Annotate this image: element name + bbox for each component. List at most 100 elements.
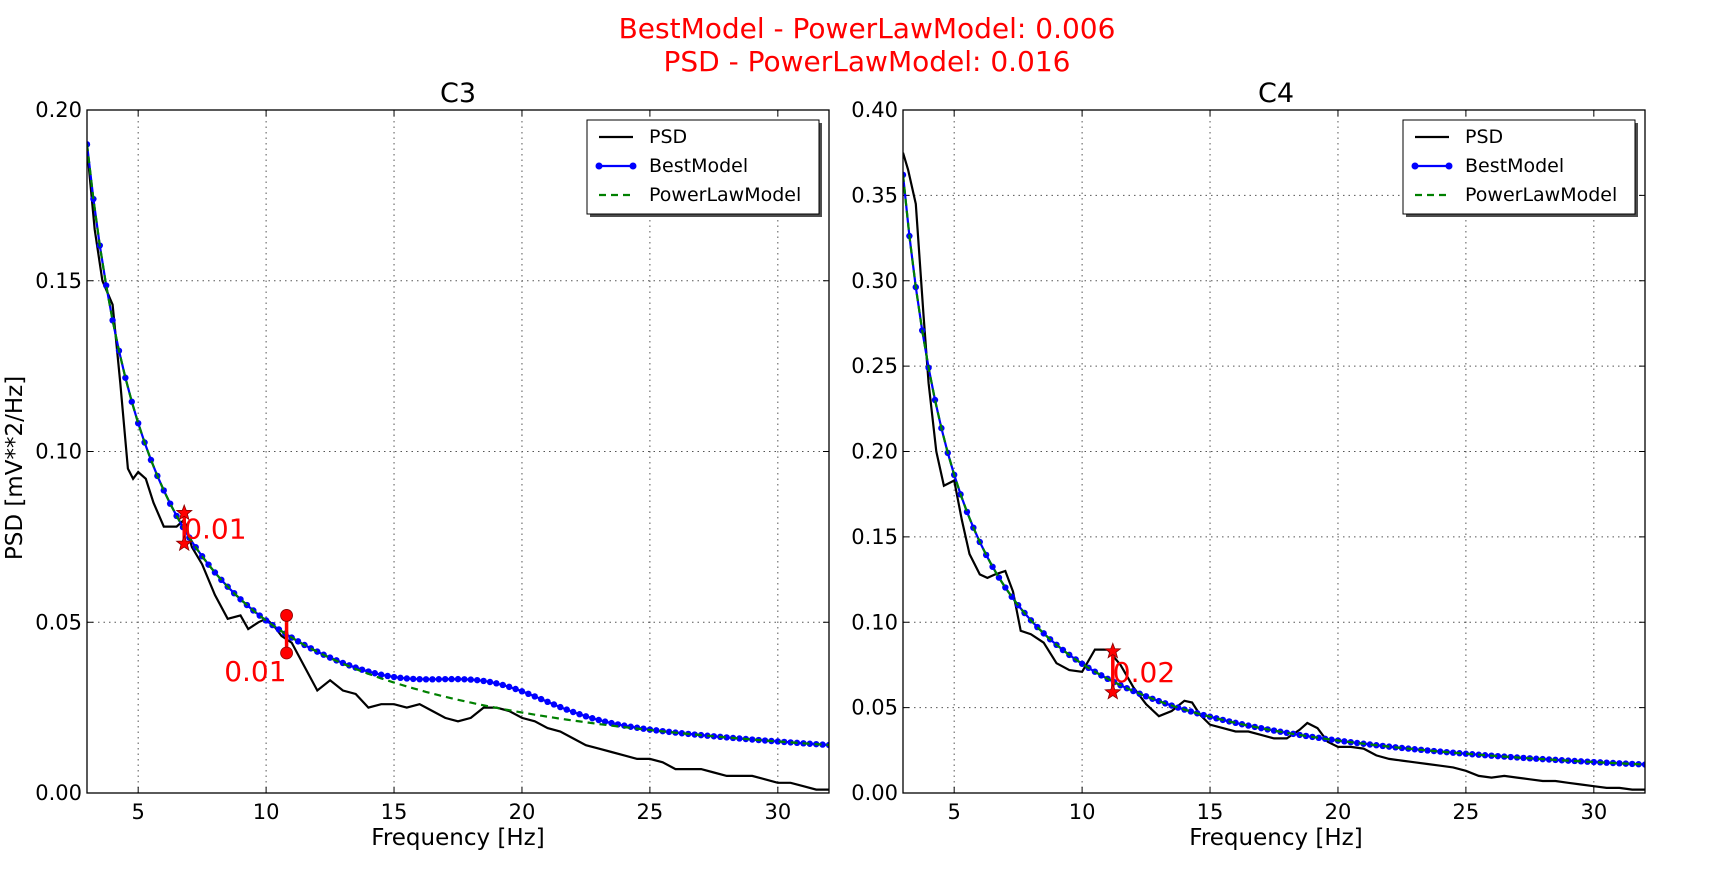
best-model-point [397, 674, 404, 682]
x-tick-label: 10 [1069, 800, 1096, 824]
x-tick-label: 10 [253, 800, 280, 824]
best-model-point [378, 671, 385, 678]
best-model-point [608, 719, 615, 727]
best-model-point [1494, 752, 1502, 760]
best-model-point [371, 670, 379, 677]
best-model-point [1270, 727, 1278, 734]
best-model-point [761, 737, 769, 744]
best-model-point [1398, 744, 1406, 752]
best-model-point [1315, 734, 1322, 742]
legend-label: PowerLawModel [1465, 184, 1617, 206]
best-model-point [422, 676, 430, 683]
legend-label: BestModel [649, 155, 748, 177]
x-axis-label: Frequency [Hz] [371, 825, 544, 851]
best-model-point [1520, 754, 1527, 762]
best-model-point [1629, 760, 1636, 768]
y-axis-label: PSD [mV**2/Hz] [2, 376, 28, 560]
best-model-point [595, 716, 602, 724]
best-model-point [486, 678, 494, 686]
powerlaw-line [87, 144, 829, 747]
best-model-point [102, 282, 110, 289]
best-model-point [819, 741, 826, 748]
y-tick-label: 0.20 [851, 440, 898, 464]
best-model-point [1341, 738, 1348, 745]
best-model-point [512, 685, 519, 693]
best-model-point [723, 734, 730, 741]
best-model-point [518, 688, 526, 695]
best-model-point [1245, 722, 1252, 729]
best-model-point [1424, 747, 1431, 754]
best-model-point [710, 733, 718, 740]
best-model-point [1366, 741, 1374, 748]
best-model-point [774, 738, 782, 745]
best-model-point [665, 728, 673, 736]
y-tick-label: 0.05 [35, 610, 82, 634]
best-model-point [403, 675, 411, 682]
best-model-point [569, 708, 577, 716]
legend-label: PSD [649, 126, 687, 148]
annotation-label: 0.02 [1113, 656, 1175, 689]
best-model-point [1437, 748, 1444, 755]
best-model-point [473, 676, 481, 684]
best-model-point [531, 693, 538, 700]
y-tick-label: 0.35 [851, 183, 898, 207]
annotation-star-marker [175, 503, 193, 521]
y-tick-label: 0.00 [851, 781, 898, 805]
y-tick-label: 0.05 [851, 696, 898, 720]
best-model-point [557, 703, 564, 711]
best-model-point [384, 672, 391, 680]
legend-label: BestModel [1465, 155, 1564, 177]
best-model-point [122, 374, 129, 381]
best-model-point [1283, 729, 1290, 737]
best-model-point [448, 675, 455, 683]
y-tick-label: 0.25 [851, 354, 898, 378]
best-model-point [1462, 750, 1470, 757]
best-model-point [390, 673, 398, 681]
best-model-point [454, 675, 462, 683]
best-model-point [109, 317, 116, 324]
best-model-point [1411, 746, 1418, 753]
best-model-point [90, 195, 97, 203]
best-model-point [1641, 761, 1645, 768]
plot-area-c4: 5 10 15 20 25 30 0.00 0.05 0.10 0.15 0.20 0.25 0.30 0… [851, 98, 1646, 824]
annotation-label: 0.01 [184, 512, 246, 545]
y-tick-label: 0.15 [851, 525, 898, 549]
legend-marker-best-model [1411, 162, 1419, 170]
best-model-point [736, 735, 743, 742]
panel-c3: C3 Frequency [Hz] PSD [mV**2/Hz] [2, 78, 545, 851]
legend-marker-best-model [629, 162, 637, 170]
best-model-point [1142, 693, 1150, 700]
best-model-point [1213, 715, 1220, 722]
legend: PSD BestModel PowerLawModel [586, 119, 820, 215]
legend-label: PSD [1465, 126, 1503, 148]
best-model-point [589, 715, 596, 722]
powerlaw-line [903, 174, 1645, 766]
best-model-point [1328, 736, 1335, 743]
y-tick-label: 0.40 [851, 98, 898, 122]
best-model-point [493, 680, 500, 687]
x-tick-label: 25 [637, 800, 664, 824]
best-model-point [1481, 752, 1489, 759]
axes-frame [86, 109, 830, 794]
best-model-point [931, 396, 939, 404]
best-model-point [576, 711, 583, 718]
series-group [903, 152, 1645, 791]
x-tick-label: 20 [509, 800, 536, 824]
panel-title: C4 [1258, 78, 1294, 109]
y-tick-label: 0.00 [35, 781, 82, 805]
x-tick-label: 20 [1325, 800, 1352, 824]
best-model-point [1533, 755, 1540, 762]
best-model-point [1507, 753, 1514, 761]
best-model-point [1258, 724, 1265, 732]
best-model-point [563, 706, 570, 713]
best-model-point [499, 681, 506, 689]
annotation-star-marker [1104, 683, 1122, 700]
best-model-point [435, 676, 443, 683]
psd-line [87, 147, 829, 791]
best-model-point [467, 676, 474, 683]
y-tick-label: 0.20 [35, 98, 82, 122]
best-model-point [416, 675, 423, 683]
x-tick-label: 30 [1580, 800, 1607, 824]
best-model-point [525, 690, 532, 698]
